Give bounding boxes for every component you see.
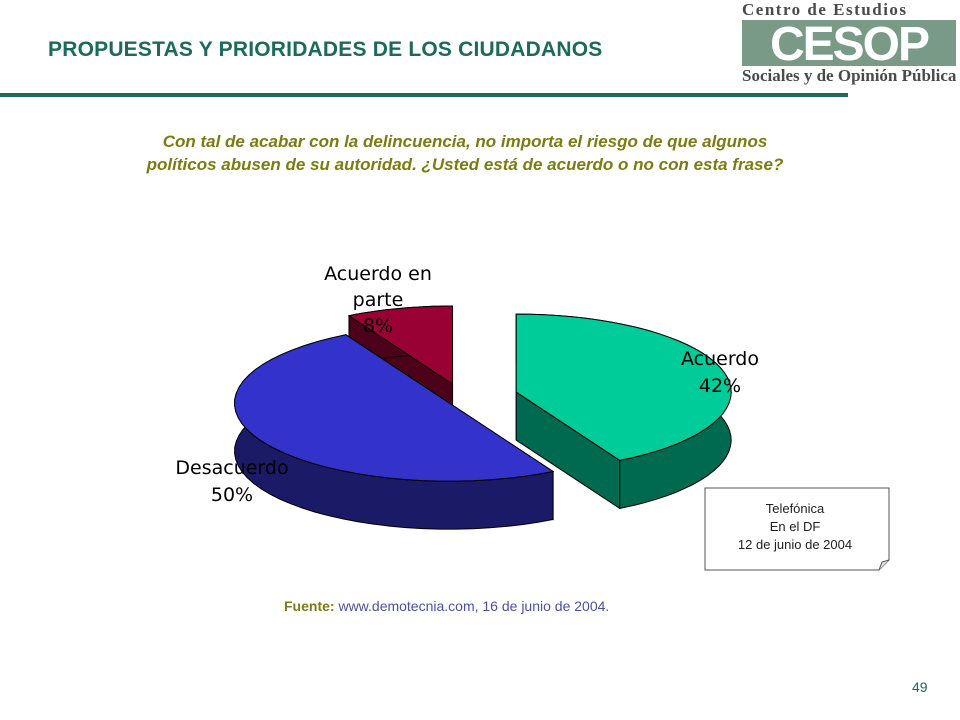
survey-question: Con tal de acabar con la delincuencia, n… <box>146 132 784 174</box>
source-prefix: Fuente: <box>284 598 335 614</box>
pie-slice-desacuerdo <box>234 333 555 530</box>
slice-name-0: Acuerdo <box>681 348 759 370</box>
header-divider <box>0 93 848 97</box>
page-number: 49 <box>912 679 928 695</box>
pie-slice-acuerdo <box>515 313 732 510</box>
logo-mark-text: CESOP <box>770 20 929 66</box>
slice-value-0: 42% <box>699 375 741 397</box>
note-line: 12 de junio de 2004 <box>737 537 853 552</box>
logo-mark: CESOP <box>742 20 956 66</box>
cesop-logo: Centro de Estudios CESOP Sociales y de O… <box>738 0 960 96</box>
note-line: En el DF <box>769 519 821 534</box>
source-text: www.demotecnia.com, 16 de junio de 2004. <box>338 598 610 614</box>
slice-label-part-2: parte <box>353 289 404 311</box>
slice-value-2: 8% <box>363 315 393 337</box>
logo-bottom-text: Sociales y de Opinión Pública <box>742 66 957 85</box>
slice-value-1: 50% <box>211 484 253 506</box>
note-text: Telefónica En el DF 12 de junio de 2004 <box>705 500 885 554</box>
page-title: PROPUESTAS Y PRIORIDADES DE LOS CIUDADAN… <box>48 38 603 61</box>
slice-name-1: Desacuerdo <box>175 457 288 479</box>
slice-label-part-2: Acuerdo en <box>324 263 432 285</box>
note-line: Telefónica <box>765 501 825 516</box>
source-citation: Fuente: www.demotecnia.com, 16 de junio … <box>284 598 609 614</box>
logo-top-text: Centro de Estudios <box>742 0 908 19</box>
